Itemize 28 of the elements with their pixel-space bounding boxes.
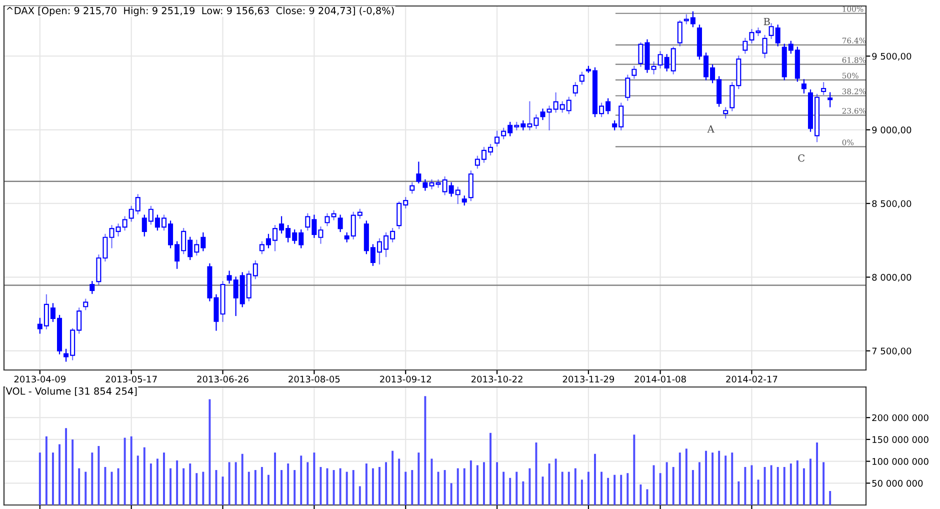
x-tick-label: 2013-06-26	[197, 376, 248, 383]
y-tick-label: 8 500,00	[872, 200, 912, 208]
y-tick-label: 100 000 000	[872, 458, 928, 465]
annotation: C	[798, 154, 804, 162]
candlestick	[801, 79, 806, 94]
x-tick-label: 2014-02-17	[726, 376, 778, 383]
candlestick	[416, 162, 422, 184]
x-tick-label: 2014-01-08	[634, 376, 686, 383]
y-tick-label: 8 000,00	[872, 274, 912, 282]
candlestick	[90, 281, 95, 294]
chart-title: ^DAX [Open: 9 215,70 High: 9 251,19 Low: 9 156,63 Close: 9 204,73] (-0,8%)	[6, 6, 394, 16]
y-tick-label: 50 000 000	[872, 480, 923, 487]
annotation: A	[707, 125, 714, 132]
x-tick-label: 2013-11-29	[562, 376, 614, 383]
y-tick-label: 9 500,00	[872, 52, 912, 61]
candlestick	[828, 92, 833, 108]
y-tick-label: 7 500,00	[872, 348, 912, 356]
candlestick	[338, 214, 343, 232]
x-tick-label: 2013-08-05	[288, 376, 340, 383]
x-tick-label: 2013-05-17	[106, 376, 157, 383]
x-tick-label: 2013-10-22	[471, 376, 522, 383]
annotation: B	[764, 18, 770, 26]
y-tick-label: 9 000,00	[872, 126, 912, 134]
chart-title: VOL - Volume [31 854 254]	[6, 387, 137, 396]
y-tick-label: 200 000 000	[872, 414, 928, 422]
x-tick-label: 2013-09-12	[380, 376, 431, 383]
x-tick-label: 2013-04-09	[14, 376, 66, 383]
y-tick-label: 150 000 000	[872, 436, 928, 444]
